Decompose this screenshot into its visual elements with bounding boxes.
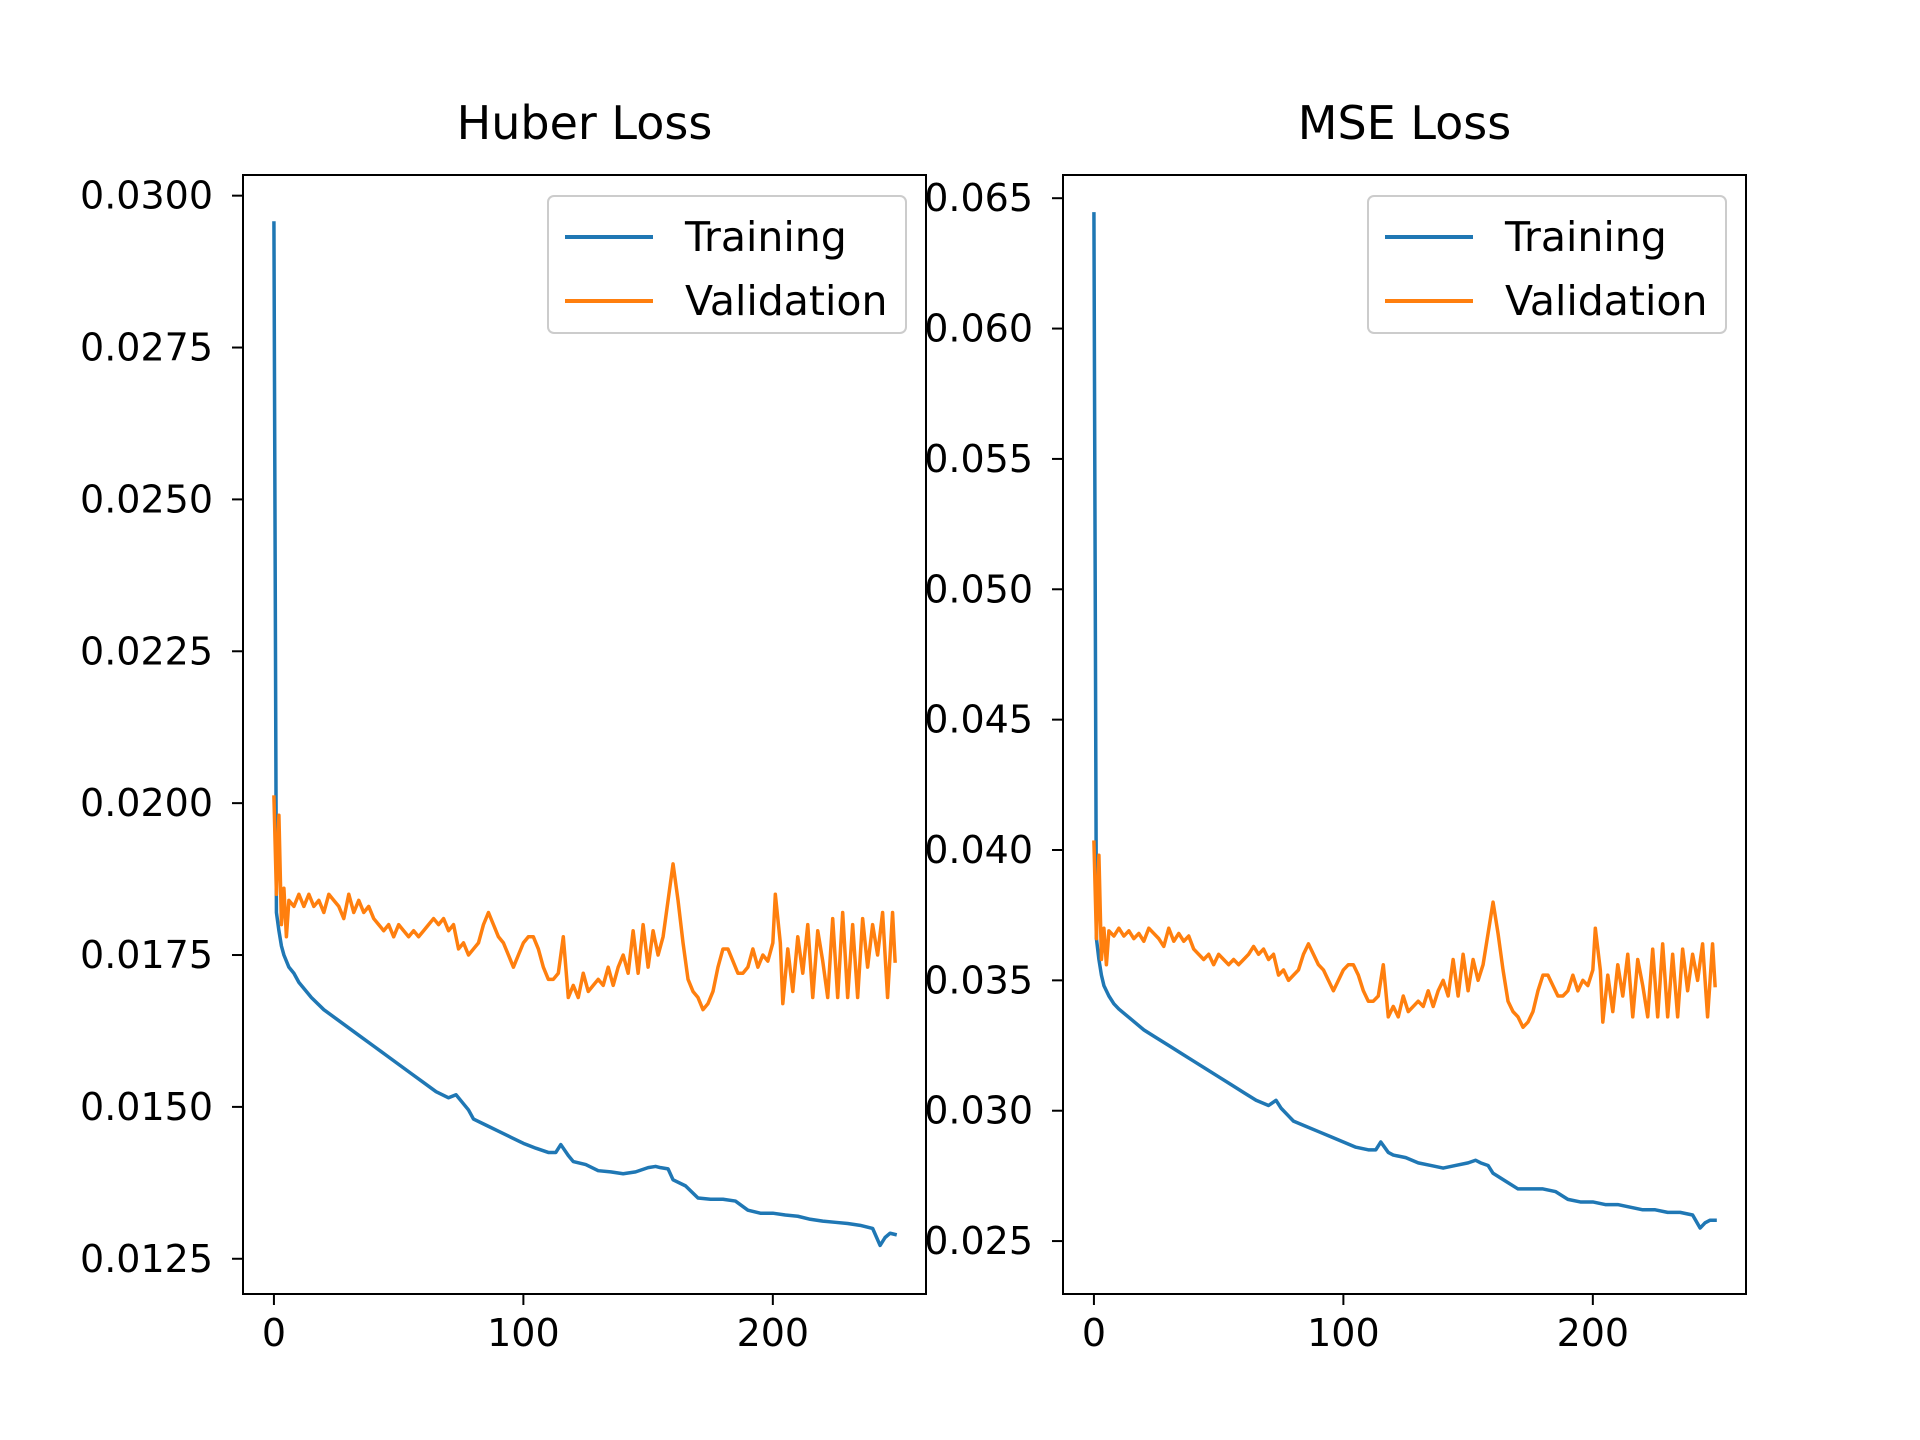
subplot-1: MSE Loss 0 100 200 0.025 0.030 0.035 0.040 0.045… bbox=[924, 96, 1747, 1355]
legend-label-training: Training bbox=[1504, 213, 1667, 261]
x-tick-label: 0 bbox=[1082, 1311, 1106, 1355]
series-line-training bbox=[272, 221, 898, 1248]
y-tick-label: 0.0175 bbox=[80, 933, 213, 977]
x-tick-label: 200 bbox=[737, 1311, 810, 1355]
y-tick-label: 0.025 bbox=[924, 1219, 1033, 1263]
y-tick-label: 0.0275 bbox=[80, 326, 213, 370]
series-line-validation bbox=[1092, 840, 1717, 1030]
legend-box bbox=[1367, 195, 1727, 334]
y-tick-label: 0.0200 bbox=[80, 781, 213, 825]
legend-label-training: Training bbox=[684, 213, 847, 261]
legend-label-validation: Validation bbox=[685, 277, 887, 325]
y-tick-label: 0.050 bbox=[924, 567, 1033, 611]
x-tick-label: 100 bbox=[487, 1311, 560, 1355]
axes-frame bbox=[1062, 174, 1747, 1295]
legend-box bbox=[547, 195, 907, 334]
y-tick-label: 0.045 bbox=[924, 698, 1033, 742]
axes-frame bbox=[242, 174, 927, 1295]
x-tick-label: 100 bbox=[1307, 1311, 1380, 1355]
legend-label-validation: Validation bbox=[1505, 277, 1707, 325]
y-tick-label: 0.0250 bbox=[80, 477, 213, 521]
chart-title: MSE Loss bbox=[1298, 96, 1511, 150]
y-tick-label: 0.060 bbox=[924, 307, 1033, 351]
y-tick-label: 0.065 bbox=[924, 176, 1033, 220]
subplot-0: Huber Loss 0 100 200 0.0125 0.0150 0.0175 0.020… bbox=[80, 96, 927, 1355]
chart-title: Huber Loss bbox=[457, 96, 713, 150]
y-tick-label: 0.0150 bbox=[80, 1085, 213, 1129]
y-tick-label: 0.055 bbox=[924, 437, 1033, 481]
legend: Training Validation bbox=[1367, 195, 1727, 334]
legend: Training Validation bbox=[547, 195, 907, 334]
series-line-training bbox=[1092, 212, 1717, 1230]
y-tick-label: 0.035 bbox=[924, 958, 1033, 1002]
y-tick-label: 0.030 bbox=[924, 1089, 1033, 1133]
y-tick-label: 0.0225 bbox=[80, 629, 213, 673]
x-tick-label: 0 bbox=[262, 1311, 286, 1355]
y-tick-label: 0.0300 bbox=[80, 174, 213, 218]
x-tick-label: 200 bbox=[1557, 1311, 1630, 1355]
series-line-validation bbox=[272, 795, 897, 1012]
y-tick-label: 0.040 bbox=[924, 828, 1033, 872]
y-tick-label: 0.0125 bbox=[80, 1237, 213, 1281]
